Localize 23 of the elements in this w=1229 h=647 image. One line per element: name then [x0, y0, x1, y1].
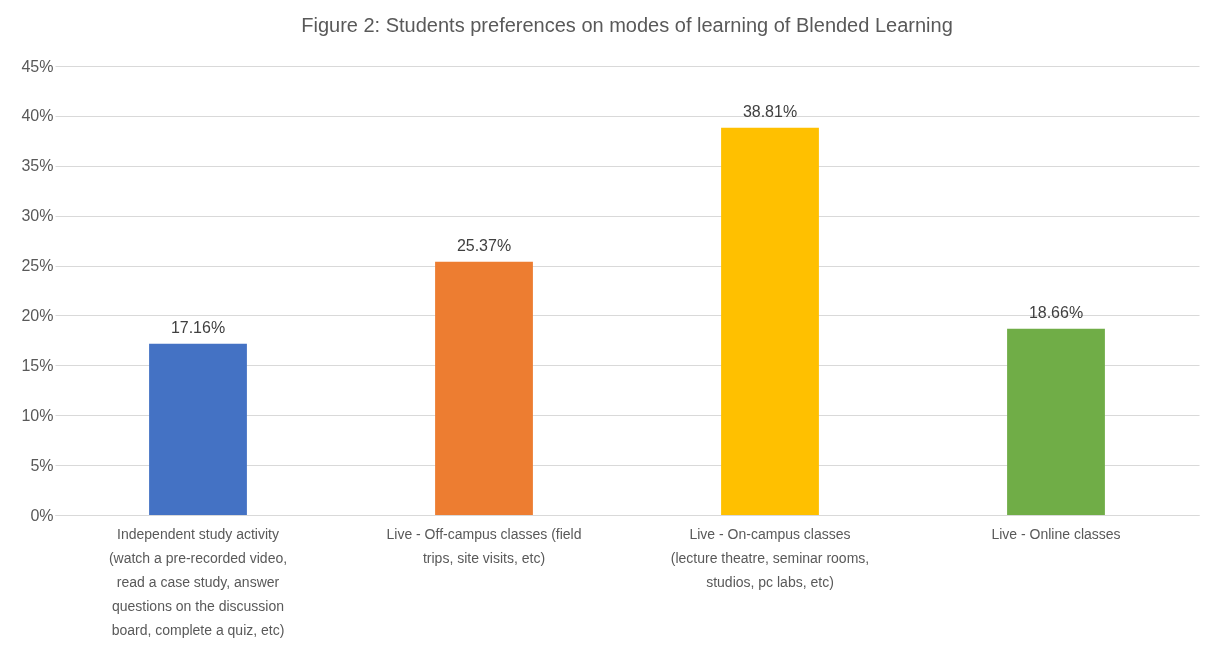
y-tick-label: 10% — [21, 406, 54, 424]
data-label: 38.81% — [742, 102, 798, 120]
bar — [149, 343, 247, 515]
y-tick-label: 15% — [21, 356, 54, 374]
chart-title: Figure 2: Students preferences on modes of learning of Blended Learning — [301, 14, 953, 36]
y-tick-label: 0% — [30, 506, 54, 524]
data-label: 18.66% — [1028, 303, 1084, 321]
y-tick-label: 5% — [30, 456, 54, 474]
y-tick-label: 45% — [21, 57, 54, 75]
y-tick-label: 35% — [21, 157, 54, 175]
data-label: 17.16% — [170, 318, 226, 336]
x-tick-label: Live - On-campus classes (lecture theatre, seminar rooms, studios, pc labs, etc) — [670, 525, 870, 590]
data-label: 25.37% — [456, 236, 512, 254]
bar — [435, 261, 533, 515]
bar — [721, 127, 819, 515]
x-tick-label: Live - Off-campus classes (field trips, site visits, etc) — [386, 525, 582, 566]
y-tick-label: 30% — [21, 207, 54, 225]
x-tick-label: Independent study activity (watch a pre-recorded video, read a case study, answer questions on the discussion board, complete a quiz, etc) — [108, 525, 288, 638]
y-tick-label: 40% — [21, 107, 54, 125]
y-tick-label: 20% — [21, 306, 54, 324]
bar — [1007, 328, 1105, 515]
y-tick-label: 25% — [21, 257, 54, 275]
x-tick-label: Live - Online classes — [991, 525, 1121, 542]
